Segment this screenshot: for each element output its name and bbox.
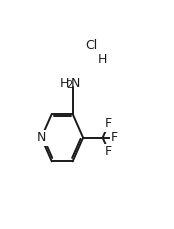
Text: F: F — [111, 131, 118, 144]
Text: N: N — [71, 76, 80, 90]
Text: H: H — [98, 53, 107, 66]
Text: N: N — [37, 131, 46, 144]
Text: H: H — [60, 76, 69, 90]
Text: 2: 2 — [66, 80, 73, 90]
Text: F: F — [105, 117, 112, 131]
Text: Cl: Cl — [86, 39, 98, 52]
Text: F: F — [105, 145, 112, 158]
